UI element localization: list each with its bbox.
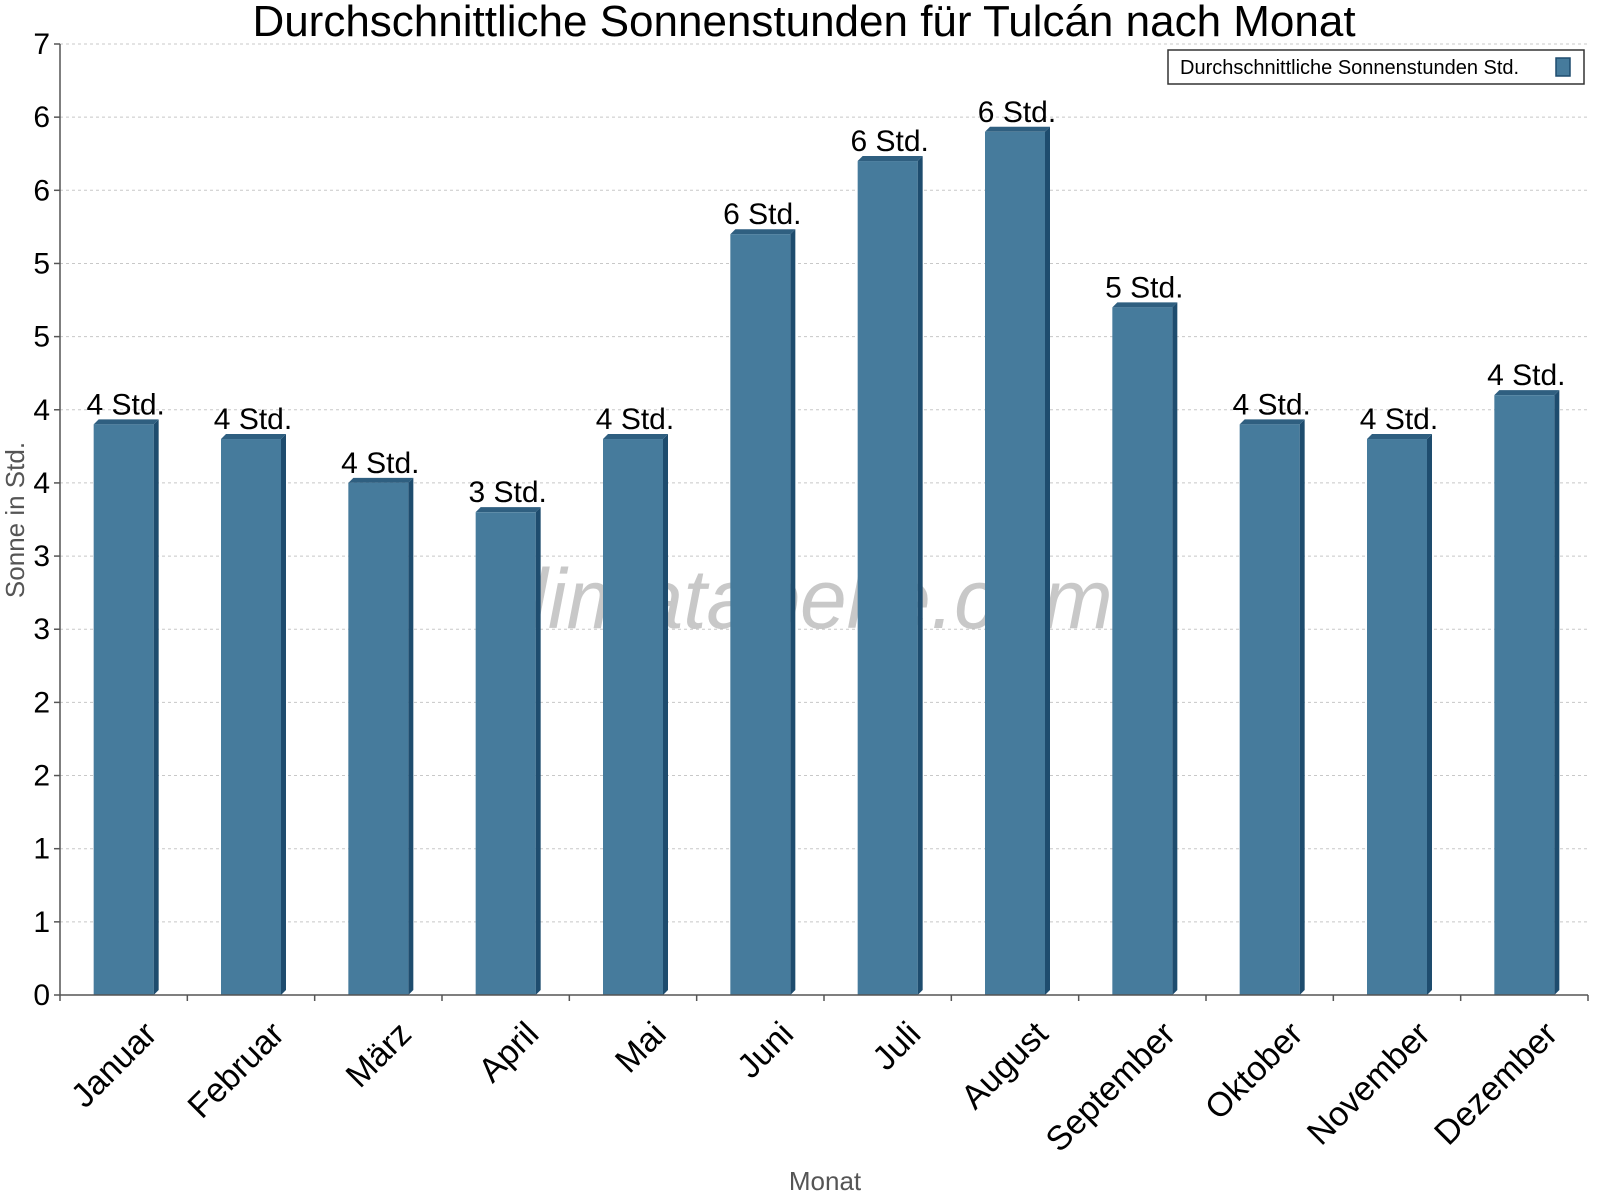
y-tick-label: 7 [33, 28, 50, 61]
bar-face [348, 482, 409, 995]
bar-oktober [1239, 419, 1305, 995]
bar-data-label: 5 Std. [1105, 271, 1183, 304]
bar-top [475, 507, 541, 513]
y-axis-label: Sonne in Std. [0, 442, 30, 598]
bar-face [475, 512, 536, 995]
legend: Durchschnittliche Sonnenstunden Std. [1167, 49, 1585, 85]
bar-side [663, 434, 668, 995]
x-axis-label: Monat [789, 1166, 862, 1196]
bar-side [153, 419, 159, 995]
bar-face [603, 439, 663, 995]
y-tick-label: 0 [33, 979, 50, 1012]
bar-data-label: 4 Std. [1360, 403, 1438, 436]
bar-august [985, 126, 1050, 996]
bar-data-label: 4 Std. [596, 403, 674, 436]
bar-data-label: 6 Std. [978, 96, 1056, 129]
bar-juli [857, 156, 923, 996]
y-tick-label: 5 [33, 247, 50, 280]
bar-mai [603, 434, 668, 995]
bar-märz [348, 477, 414, 995]
bar-top [730, 229, 796, 235]
x-tick-label: Juni [730, 1015, 801, 1086]
bar-data-label: 4 Std. [341, 447, 419, 480]
bar-side [281, 434, 286, 995]
bar-side [917, 156, 923, 996]
legend-swatch [1555, 57, 1571, 77]
bar-face [1239, 424, 1300, 995]
bar-side [535, 507, 541, 995]
x-tick-label: Dezember [1427, 1015, 1565, 1153]
y-tick-label: 1 [33, 906, 50, 939]
bar-data-label: 4 Std. [86, 388, 164, 421]
bar-dezember [1494, 390, 1560, 996]
bar-face [857, 161, 918, 996]
x-tick-label: Juli [865, 1015, 928, 1078]
bar-juni [730, 229, 796, 995]
legend-entry-label: Durchschnittliche Sonnenstunden Std. [1180, 57, 1519, 79]
bar-side [1172, 302, 1178, 995]
y-tick-label: 5 [33, 321, 50, 354]
bar-face [1112, 307, 1173, 995]
y-tick-label: 4 [33, 467, 50, 500]
y-tick-label: 6 [33, 101, 50, 134]
bar-top [1239, 419, 1305, 425]
bar-side [1299, 419, 1305, 995]
y-tick-label: 2 [33, 686, 50, 719]
bar-data-label: 6 Std. [723, 198, 801, 231]
bar-februar [221, 434, 286, 995]
bar-top [348, 477, 414, 483]
x-axis-ticks: Januar Februar März April Mai Juni Juli AugustS… [59, 995, 1589, 1159]
bar-data-label: 6 Std. [850, 125, 928, 158]
grid-lines [60, 43, 1588, 923]
bar-top [221, 434, 286, 440]
bar-side [408, 477, 414, 995]
bar-face [1494, 395, 1555, 996]
bar-side [790, 229, 796, 995]
y-tick-label: 1 [33, 833, 50, 866]
bar-top [1494, 390, 1560, 396]
bar-data-label: 3 Std. [468, 476, 546, 509]
bar-top [93, 419, 159, 425]
y-axis-ticks: 0 1 1 2 2 3 3 4 4 5 5 6 6 7 [33, 28, 60, 1012]
legend-box [1167, 49, 1585, 85]
bar-face [730, 234, 791, 995]
x-tick-label: April [471, 1015, 546, 1090]
bar-face [93, 424, 154, 995]
y-tick-label: 6 [33, 174, 50, 207]
bar-data-label: 4 Std. [214, 403, 292, 436]
y-tick-label: 3 [33, 613, 50, 646]
y-tick-label: 3 [33, 540, 50, 573]
bar-top [1367, 434, 1432, 440]
bar-side [1427, 434, 1432, 995]
bar-september [1112, 302, 1178, 995]
bar-side [1045, 126, 1050, 996]
bars [93, 126, 1560, 996]
x-tick-label: August [954, 1014, 1056, 1116]
x-tick-label: Januar [64, 1015, 164, 1115]
bar-top [857, 156, 923, 162]
bar-data-labels: 4 Std. 4 Std. 4 Std. 3 Std. 4 Std. 6 Std. 6 St… [86, 96, 1565, 509]
x-tick-label: Mai [608, 1015, 674, 1081]
bar-top [1112, 302, 1178, 308]
bar-data-label: 4 Std. [1487, 359, 1565, 392]
bar-januar [93, 419, 159, 995]
x-tick-label: Februar [181, 1015, 292, 1126]
x-tick-label: November [1300, 1015, 1438, 1153]
x-tick-label: September [1038, 1015, 1182, 1159]
bar-april [475, 507, 541, 995]
x-tick-label: Oktober [1198, 1015, 1310, 1127]
bar-face [221, 439, 281, 995]
y-tick-label: 2 [33, 760, 50, 793]
bar-side [1554, 390, 1560, 996]
chart-title: Durchschnittliche Sonnenstunden für Tulc… [252, 0, 1355, 46]
bar-face [985, 131, 1045, 996]
y-tick-label: 4 [33, 394, 50, 427]
bar-top [985, 126, 1050, 132]
x-tick-label: März [339, 1015, 419, 1095]
bar-november [1367, 434, 1432, 995]
bar-face [1367, 439, 1427, 995]
bar-data-label: 4 Std. [1232, 388, 1310, 421]
bar-top [603, 434, 668, 440]
